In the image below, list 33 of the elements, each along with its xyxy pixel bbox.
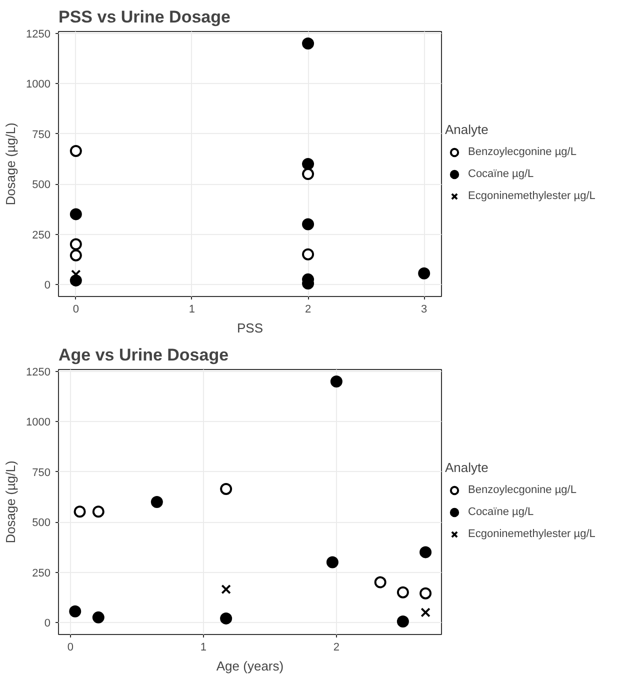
y-tick-label: 500 [32,517,51,530]
chart-title: Age vs Urine Dosage [58,346,229,364]
y-tick-label: 500 [32,179,51,192]
x-tick-label: 0 [72,304,79,316]
legend-label: Benzoylecgonine µg/L [468,146,576,158]
x-tick-label: 2 [333,642,340,654]
legend-label: Ecgoninemethylester µg/L [468,190,596,202]
x-tick-label: 2 [304,304,312,316]
y-tick-label: 0 [44,617,51,630]
x-tick-label: 0 [67,642,74,654]
y-tick-label: 1250 [26,366,51,379]
legend-label: Cocaïne µg/L [468,168,534,180]
legend-title: Analyte [445,122,490,136]
legend-label: Benzoylecgonine µg/L [468,484,576,496]
y-axis-title: Dosage (µg/L) [3,122,18,206]
y-tick-label: 1000 [26,416,51,429]
x-tick-label: 1 [188,304,196,316]
chart-title: PSS vs Urine Dosage [58,8,230,26]
y-tick-label: 750 [32,466,51,479]
y-tick-label: 250 [32,229,51,242]
x-tick-label: 3 [421,304,428,316]
y-tick-label: 250 [32,567,51,580]
y-tick-label: 0 [44,279,51,292]
legend-label: Ecgoninemethylester µg/L [468,528,596,540]
y-tick-label: 1250 [26,28,51,41]
x-axis-title: PSS [236,320,264,336]
y-axis-title: Dosage (µg/L) [3,460,18,544]
x-axis-title: Age (years) [216,658,284,674]
legend-label: Cocaïne µg/L [468,506,534,518]
y-tick-label: 750 [32,128,51,141]
y-tick-label: 1000 [26,78,51,91]
x-tick-label: 1 [200,642,207,654]
legend-title: Analyte [445,460,490,474]
